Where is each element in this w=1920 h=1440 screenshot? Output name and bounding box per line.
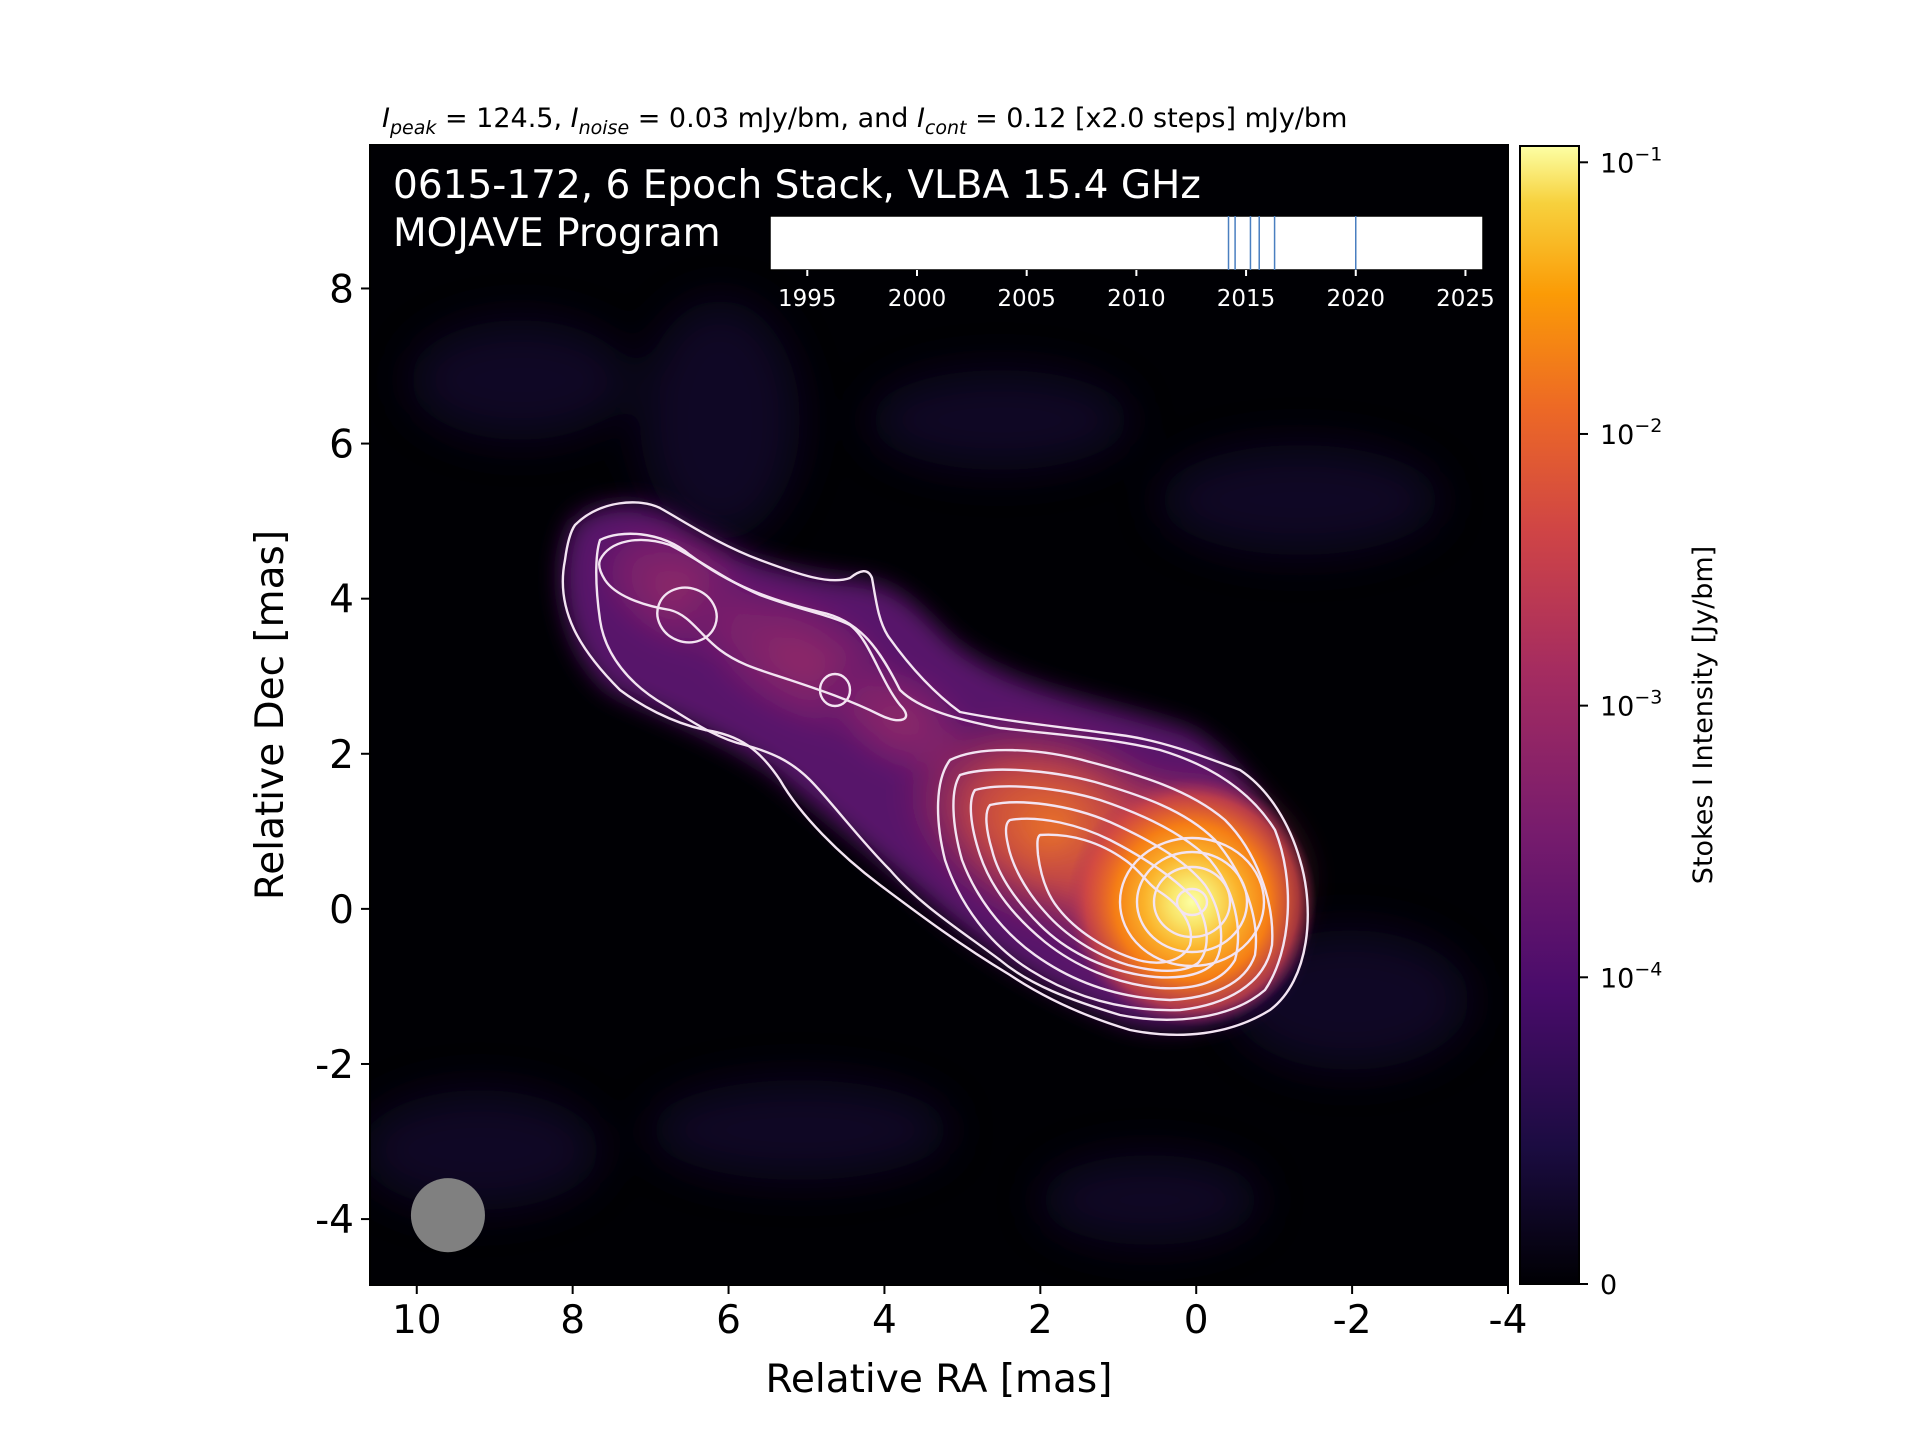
x-axis-label: Relative RA [mas] <box>766 1357 1113 1402</box>
x-tick-label: 2 <box>1028 1298 1053 1343</box>
timeline-ticks: 1995 2000 2005 2010 2015 2020 2025 <box>778 270 1495 312</box>
y-tick-label: -4 <box>315 1198 354 1243</box>
timeline-epochs <box>1227 216 1357 270</box>
y-tick-label: 0 <box>329 888 354 933</box>
contour-level-2 <box>595 532 1290 1021</box>
contour-knot-outer <box>598 538 908 722</box>
y-axis-ticks: 8 6 4 2 0 -2 -4 <box>315 267 370 1243</box>
x-tick-label: 6 <box>716 1298 741 1343</box>
timeline-tick-label: 2025 <box>1436 286 1495 312</box>
x-tick-label: -2 <box>1333 1298 1372 1343</box>
x-axis-ticks: 10 8 6 4 2 0 -2 -4 <box>392 1285 1527 1343</box>
timeline-box <box>769 215 1484 271</box>
contour-level-9 <box>1118 836 1266 968</box>
header-cont-text: = 0.12 [x2.0 steps] mJy/bm <box>966 103 1347 134</box>
chart-title-line1: 0615-172, 6 Epoch Stack, VLBA 15.4 GHz <box>393 163 1201 208</box>
header-noise-text: = 0.03 mJy/bm, and <box>629 103 917 134</box>
colorbar-label: Stokes I Intensity [Jy/bm] <box>1688 546 1719 884</box>
x-tick-label: 10 <box>392 1298 442 1343</box>
chart-header: Ipeak = 124.5, Inoise = 0.03 mJy/bm, and… <box>382 103 1347 139</box>
colorbar-gradient <box>1520 146 1579 1284</box>
plot-frame <box>369 144 1509 1286</box>
timeline-tick-label: 2015 <box>1217 286 1276 312</box>
header-peak-sub: peak <box>389 117 437 139</box>
contour-level-10 <box>1135 850 1249 954</box>
colorbar-frame <box>1519 145 1580 1285</box>
x-tick-label: -4 <box>1489 1298 1528 1343</box>
x-tick-label: 8 <box>560 1298 585 1343</box>
header-peak-symbol: I <box>382 103 390 134</box>
contour-level-11 <box>1152 865 1232 939</box>
y-tick-label: 8 <box>329 267 354 312</box>
colorbar-tick-label: 10−3 <box>1600 687 1662 723</box>
x-tick-label: 4 <box>872 1298 897 1343</box>
colorbar-tick-label: 10−4 <box>1600 958 1662 994</box>
beam-ellipse <box>410 1178 485 1253</box>
timeline-tick-label: 1995 <box>778 286 837 312</box>
contour-knot-small <box>818 672 852 708</box>
contour-level-8 <box>1036 833 1193 964</box>
y-tick-label: 6 <box>329 423 354 468</box>
contour-level-1 <box>561 501 1309 1037</box>
header-cont-sub: cont <box>925 117 968 139</box>
contour-level-6 <box>985 801 1223 979</box>
colorbar-tick-label: 0 <box>1600 1270 1617 1301</box>
intensity-map <box>370 145 1508 1285</box>
contour-knot-inner <box>656 586 718 644</box>
epoch-timeline: 1995 2000 2005 2010 2015 2020 2025 <box>769 215 1495 312</box>
chart-title-line2: MOJAVE Program <box>393 211 721 256</box>
colorbar-tick-label: 10−2 <box>1600 415 1662 451</box>
header-noise-symbol: I <box>571 103 579 134</box>
contours <box>561 501 1309 1037</box>
timeline-tick-label: 2000 <box>888 286 947 312</box>
contour-level-5 <box>969 785 1240 990</box>
timeline-tick-label: 2010 <box>1107 286 1166 312</box>
header-cont-symbol: I <box>917 103 925 134</box>
header-peak-text: = 124.5, <box>436 103 570 134</box>
y-axis-label: Relative Dec [mas] <box>248 530 293 900</box>
x-tick-label: 0 <box>1184 1298 1209 1343</box>
colorbar-ticks: 10−1 10−2 10−3 10−4 0 <box>1579 143 1662 1301</box>
header-noise-sub: noise <box>579 117 630 139</box>
y-tick-label: 2 <box>329 733 354 778</box>
contour-level-4 <box>952 768 1258 1002</box>
y-tick-label: 4 <box>329 578 354 623</box>
y-tick-label: -2 <box>315 1043 354 1088</box>
contour-level-7 <box>1004 817 1208 972</box>
timeline-tick-label: 2020 <box>1326 286 1385 312</box>
colorbar-tick-label: 10−1 <box>1600 143 1662 179</box>
contour-level-12 <box>1175 887 1209 917</box>
colorbar: 10−1 10−2 10−3 10−4 0 Stokes I Intensity [Jy… <box>1519 143 1719 1301</box>
contour-level-3 <box>936 748 1274 1012</box>
timeline-tick-label: 2005 <box>997 286 1056 312</box>
